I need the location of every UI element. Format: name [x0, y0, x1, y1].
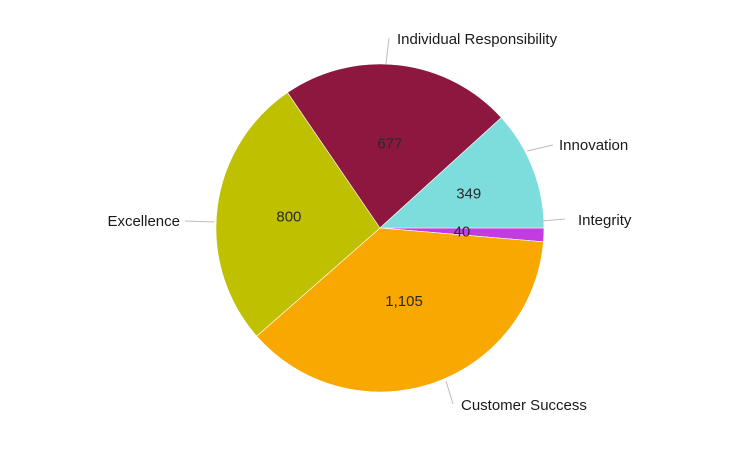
- category-label-customer-success: Customer Success: [461, 397, 587, 414]
- pie-slice-excellence: [215, 92, 381, 337]
- category-label-integrity: Integrity: [578, 212, 632, 229]
- slices-layer: [215, 63, 545, 393]
- category-label-innovation: Innovation: [559, 137, 628, 154]
- data-label-individual-responsibility: 677: [377, 135, 402, 152]
- leader-lines-layer: [184, 37, 566, 405]
- leader-line-innovation: [526, 144, 554, 152]
- category-label-individual-responsibility: Individual Responsibility: [397, 31, 558, 48]
- data-label-innovation: 349: [456, 186, 481, 203]
- leader-line-integrity: [540, 218, 566, 222]
- pie-slice-individual-responsibility: [287, 63, 502, 229]
- data-label-customer-success: 1,105: [385, 293, 423, 310]
- labels-layer: 40 Integrity 1,105 Customer Success 800 Excel…: [107, 31, 631, 414]
- data-label-integrity: 40: [454, 223, 471, 240]
- leader-line-excellence: [184, 220, 215, 223]
- data-label-excellence: 800: [276, 208, 301, 225]
- pie-slice-customer-success: [256, 227, 544, 393]
- leader-line-customer-success: [445, 380, 454, 405]
- category-label-excellence: Excellence: [107, 213, 180, 230]
- leader-line-individual-responsibility: [385, 37, 390, 65]
